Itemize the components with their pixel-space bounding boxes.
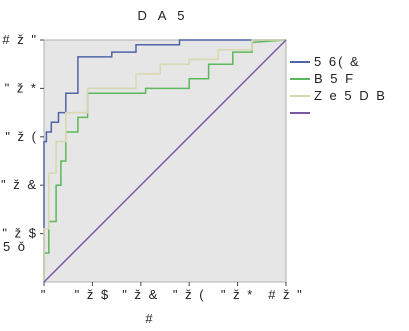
legend: 5 6( & B 5 F Z e 5 D B — [290, 54, 387, 114]
x-tick-label: " ž ( — [173, 287, 206, 302]
y-axis-label: 5 ǒ — [3, 239, 27, 254]
legend-entry-label: Z e 5 D B — [314, 88, 387, 103]
x-tick-label: " ž * — [221, 287, 254, 302]
y-tick-label: " ž & — [1, 177, 38, 192]
series-line-1 — [43, 39, 286, 282]
chart-title: D A 5 — [137, 8, 188, 23]
x-tick-label: " ž $ — [75, 287, 111, 302]
x-axis: " " ž $ " ž & " ž ( " ž * # ž " — [41, 282, 304, 302]
x-axis-label: # — [145, 311, 154, 326]
y-tick-label: " ž ( — [5, 129, 38, 144]
x-tick-label: # ž " — [268, 287, 304, 302]
y-tick-label: " ž * — [5, 80, 38, 95]
legend-entry-label: B 5 F — [314, 71, 355, 86]
series-line-2 — [43, 39, 287, 282]
y-axis: " ž $ " ž & " ž ( " ž * # ž " — [1, 32, 44, 241]
x-tick-label: " — [41, 287, 48, 302]
y-tick-label: " ž $ — [2, 226, 38, 241]
y-tick-label: # ž " — [2, 32, 38, 47]
legend-entry-label: 5 6( & — [314, 54, 361, 69]
series-line-3 — [43, 39, 286, 282]
series-line-4 — [43, 39, 287, 283]
x-tick-label: " ž & — [122, 287, 159, 302]
series-layer — [43, 39, 287, 283]
